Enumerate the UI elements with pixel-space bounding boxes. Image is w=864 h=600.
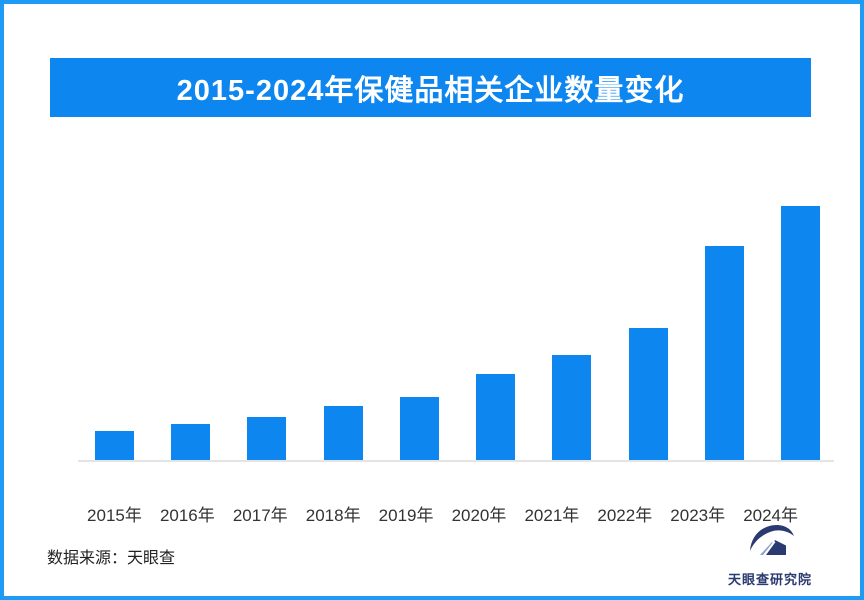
title-banner: 2015-2024年保健品相关企业数量变化: [50, 58, 811, 117]
x-axis-label: 2018年: [305, 506, 361, 525]
x-axis-label: 2022年: [597, 506, 653, 525]
bar-2021年: [552, 355, 592, 460]
bar-2015年: [95, 431, 134, 460]
bar-2019年: [399, 397, 439, 460]
x-axis-label: 2024年: [743, 506, 799, 525]
chart-title: 2015-2024年保健品相关企业数量变化: [176, 74, 685, 107]
x-axis-labels: 2015年 2016年 2017年 2018年 2019年 2020年 2021年 2022年…: [78, 501, 807, 526]
x-axis-label: 2021年: [524, 506, 580, 525]
bar-2023年: [704, 246, 744, 460]
bar-chart-plot-area: [78, 158, 834, 462]
bar-2016年: [171, 424, 211, 460]
bar-2018年: [323, 406, 363, 460]
x-axis-label: 2019年: [378, 506, 434, 525]
bar-2020年: [476, 374, 516, 460]
x-axis-label: 2016年: [159, 506, 215, 525]
x-axis-label: 2015年: [87, 506, 142, 525]
x-axis-label: 2023年: [670, 506, 726, 525]
bar-2017年: [247, 417, 287, 460]
brand-name: 天眼查研究院: [727, 572, 812, 587]
bar-2022年: [628, 328, 668, 460]
tianyancha-eye-logo-icon: [745, 521, 795, 566]
brand-logo: 天眼查研究院: [710, 521, 830, 588]
x-axis-label: 2020年: [451, 506, 507, 525]
data-source-note: 数据来源：天眼查: [47, 550, 176, 567]
bar-2024年: [780, 206, 820, 460]
x-axis-label: 2017年: [232, 506, 288, 525]
